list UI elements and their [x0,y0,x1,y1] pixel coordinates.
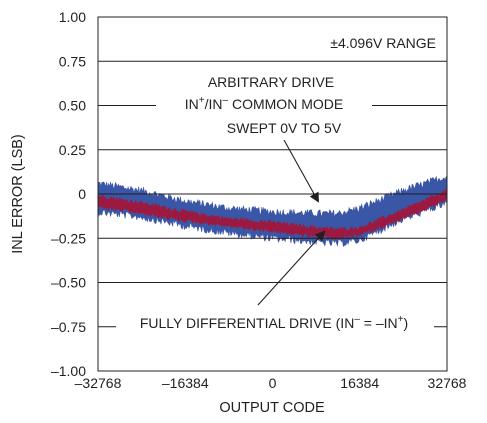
y-tick-label: 0.50 [59,98,86,114]
arbitrary-drive-line2: IN+/IN– COMMON MODE [185,95,343,112]
plot-frame [97,16,448,372]
x-tick-label: –32768 [75,375,122,391]
y-tick-label: 0.25 [59,142,86,158]
range-annotation: ±4.096V RANGE [330,35,436,51]
in-text: IN [185,96,199,112]
arbitrary-drive-line3: SWEPT 0V TO 5V [227,120,342,136]
x-tick-label: 32768 [428,375,467,391]
fully-diff-label-bg [116,310,434,334]
y-tick-label: 0 [78,186,86,202]
fully-diff-text-b: = –IN [360,315,398,331]
y-tick-label: –0.50 [51,275,86,291]
y-tick-label: 1.00 [59,9,86,25]
x-tick-label: 16384 [340,375,379,391]
y-tick-label: –0.75 [51,319,86,335]
x-tick-labels: –32768 –16384 0 16384 32768 [75,375,467,391]
arbitrary-label-bg [156,72,372,140]
arbitrary-arrow [283,139,319,203]
y-tick-label: 0.75 [59,53,86,69]
x-tick-label: –16384 [162,375,209,391]
y-tick-labels: 1.00 0.75 0.50 0.25 0 –0.25 –0.50 –0.75 –1.00 [51,9,86,379]
minus-superscript: – [223,95,229,106]
y-axis-title: INL ERROR (LSB) [10,134,26,254]
y-tick-label: –1.00 [51,363,86,379]
plus-superscript: + [199,95,205,106]
slash-in-text: /IN [205,96,223,112]
arbitrary-drive-line1: ARBITRARY DRIVE [208,74,334,90]
fully-diff-minus-sup: – [354,314,360,325]
fully-diff-text-c: ) [403,315,408,331]
range-label-bg [300,33,442,53]
fully-diff-arrow [257,230,326,306]
x-axis-title: OUTPUT CODE [219,400,325,416]
common-mode-text: COMMON MODE [228,96,343,112]
fully-diff-text-a: FULLY DIFFERENTIAL DRIVE (IN [140,315,354,331]
y-tick-label: –0.25 [51,230,86,246]
data-bands [97,175,448,248]
x-tick-label: 0 [269,375,277,391]
fully-differential-annotation: FULLY DIFFERENTIAL DRIVE (IN– = –IN+) [140,314,408,331]
fully-diff-plus-sup: + [398,314,404,325]
